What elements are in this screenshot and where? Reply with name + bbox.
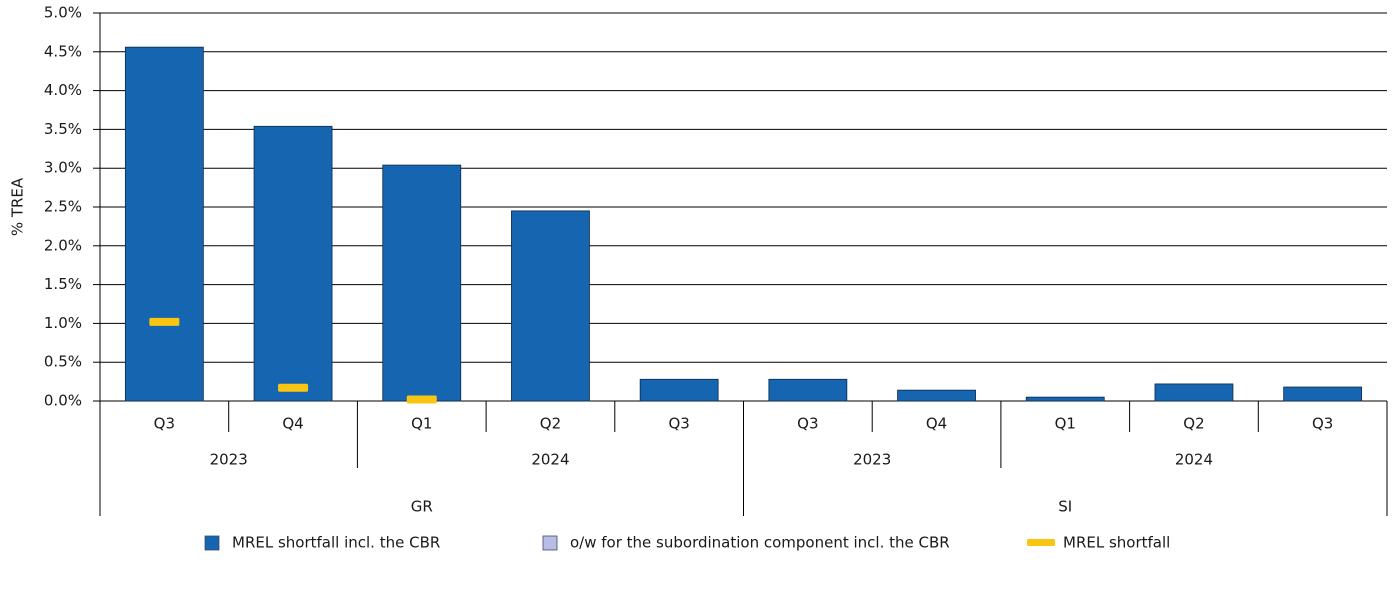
x-tick-label: Q3	[154, 415, 175, 433]
bar	[511, 210, 590, 402]
y-tick-label: 2.0%	[44, 236, 82, 254]
y-tick-label: 2.5%	[44, 198, 82, 216]
x-tick-label: Q3	[797, 415, 818, 433]
legend-label: o/w for the subordination component incl…	[570, 534, 950, 552]
x-tick-label: Q2	[540, 415, 561, 433]
y-tick-label: 1.0%	[44, 314, 82, 332]
year-label: 2024	[531, 451, 569, 469]
y-tick-label: 1.5%	[44, 275, 82, 293]
y-tick-label: 4.5%	[44, 42, 82, 60]
marker	[406, 395, 437, 404]
group-label: SI	[1058, 498, 1072, 516]
legend-swatch	[1027, 539, 1055, 546]
marker	[278, 383, 309, 392]
bar	[1025, 396, 1105, 402]
group-label: GR	[411, 498, 433, 516]
legend-label: MREL shortfall incl. the CBR	[232, 534, 440, 552]
legend-swatch	[542, 535, 558, 551]
y-tick-label: 3.5%	[44, 120, 82, 138]
year-label: 2023	[210, 451, 248, 469]
bar	[768, 378, 848, 402]
x-tick-label: Q3	[1312, 415, 1333, 433]
x-tick-label: Q1	[1055, 415, 1076, 433]
legend-label: MREL shortfall	[1063, 534, 1170, 552]
y-tick-label: 4.0%	[44, 81, 82, 99]
y-axis-label: % TREA	[9, 177, 27, 236]
bar	[639, 378, 719, 402]
y-tick-label: 3.0%	[44, 159, 82, 177]
marker	[149, 317, 180, 326]
y-tick-label: 0.0%	[44, 392, 82, 410]
bar	[897, 389, 976, 402]
year-label: 2023	[853, 451, 891, 469]
x-tick-label: Q4	[282, 415, 303, 433]
x-tick-label: Q2	[1183, 415, 1204, 433]
y-tick-label: 5.0%	[44, 4, 82, 22]
bar	[1283, 386, 1363, 402]
bar	[124, 46, 204, 402]
x-tick-label: Q1	[411, 415, 432, 433]
bar	[382, 164, 462, 402]
x-tick-label: Q4	[926, 415, 947, 433]
bar	[1154, 383, 1234, 402]
x-tick-label: Q3	[668, 415, 689, 433]
year-label: 2024	[1175, 451, 1213, 469]
legend-swatch	[204, 535, 220, 551]
bar	[253, 125, 333, 402]
y-tick-label: 0.5%	[44, 353, 82, 371]
